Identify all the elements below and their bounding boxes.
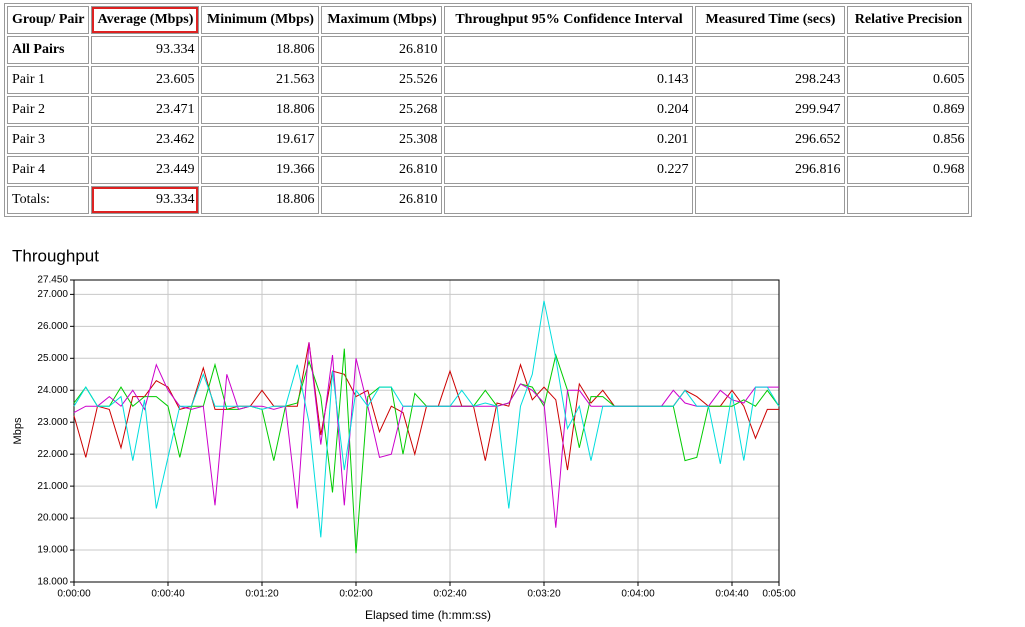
x-tick-label: 0:04:40 (715, 589, 749, 600)
chart-title: Throughput (12, 246, 99, 265)
x-tick-label: 0:00:40 (151, 589, 185, 600)
x-axis-label: Elapsed time (h:mm:ss) (365, 608, 491, 622)
y-tick-label: 18.000 (37, 577, 68, 588)
table-row: Totals: 93.334 18.806 26.810 (7, 186, 970, 214)
table-row: Pair 4 23.449 19.366 26.810 0.227 296.816 0.96… (7, 156, 970, 184)
column-header: Relative Precision (847, 6, 970, 34)
row-label: Pair 2 (7, 96, 90, 124)
y-tick-label: 24.000 (37, 385, 68, 396)
table-cell: 19.617 (201, 126, 320, 154)
column-header: Group/ Pair (7, 6, 90, 34)
y-tick-label: 25.000 (37, 353, 68, 364)
table-cell (695, 186, 846, 214)
table-cell (847, 186, 970, 214)
column-header: Minimum (Mbps) (201, 6, 320, 34)
table-cell: 26.810 (321, 36, 443, 64)
table-cell: 0.856 (847, 126, 970, 154)
table-cell: 93.334 (91, 186, 200, 214)
row-label: Pair 1 (7, 66, 90, 94)
table-cell: 23.449 (91, 156, 200, 184)
y-tick-label: 27.000 (37, 289, 68, 300)
y-tick-label: 19.000 (37, 545, 68, 556)
table-cell: 0.204 (444, 96, 694, 124)
row-label: All Pairs (7, 36, 90, 64)
table-cell: 0.201 (444, 126, 694, 154)
table-row: Pair 3 23.462 19.617 25.308 0.201 296.652 0.85… (7, 126, 970, 154)
column-header: Throughput 95% Confidence Interval (444, 6, 694, 34)
column-header: Average (Mbps) (91, 6, 200, 34)
table-row: Pair 1 23.605 21.563 25.526 0.143 298.243 0.60… (7, 66, 970, 94)
table-cell: 296.652 (695, 126, 846, 154)
table-cell: 0.605 (847, 66, 970, 94)
x-tick-label: 0:02:40 (433, 589, 467, 600)
table-cell: 26.810 (321, 186, 443, 214)
table-cell: 25.526 (321, 66, 443, 94)
table-cell: 0.869 (847, 96, 970, 124)
y-tick-label: 26.000 (37, 321, 68, 332)
x-tick-label: 0:01:20 (245, 589, 279, 600)
table-row: All Pairs 93.334 18.806 26.810 (7, 36, 970, 64)
table-cell: 23.471 (91, 96, 200, 124)
column-header: Maximum (Mbps) (321, 6, 443, 34)
table-cell (695, 36, 846, 64)
y-axis-label: Mbps (12, 417, 24, 444)
plot-border (73, 279, 780, 583)
x-tick-label: 0:00:00 (57, 589, 91, 600)
table-cell: 26.810 (321, 156, 443, 184)
table-cell: 299.947 (695, 96, 846, 124)
row-label: Pair 3 (7, 126, 90, 154)
table-cell: 18.806 (201, 186, 320, 214)
row-label: Pair 4 (7, 156, 90, 184)
table-cell: 23.605 (91, 66, 200, 94)
plot-area (73, 279, 780, 583)
table-cell: 0.968 (847, 156, 970, 184)
table-cell: 23.462 (91, 126, 200, 154)
table-cell: 25.308 (321, 126, 443, 154)
table-cell: 18.806 (201, 36, 320, 64)
results-table: Group/ Pair Average (Mbps) Minimum (Mbps) M… (4, 3, 973, 217)
x-tick-label: 0:04:00 (621, 589, 655, 600)
table-cell: 21.563 (201, 66, 320, 94)
y-tick-label: 21.000 (37, 481, 68, 492)
row-label: Totals: (7, 186, 90, 214)
table-cell: 0.143 (444, 66, 694, 94)
table-cell (847, 36, 970, 64)
x-tick-label: 0:05:00 (762, 589, 796, 600)
y-tick-label: 22.000 (37, 449, 68, 460)
y-tick-label: 23.000 (37, 417, 68, 428)
table-cell: 0.227 (444, 156, 694, 184)
table-cell (444, 36, 694, 64)
table-cell: 296.816 (695, 156, 846, 184)
table-cell: 298.243 (695, 66, 846, 94)
table-cell: 93.334 (91, 36, 200, 64)
table-row: Pair 2 23.471 18.806 25.268 0.204 299.947 0.86… (7, 96, 970, 124)
table-cell: 18.806 (201, 96, 320, 124)
y-tick-label: 27.450 (37, 275, 68, 286)
table-cell: 25.268 (321, 96, 443, 124)
column-header: Measured Time (secs) (695, 6, 846, 34)
y-tick-label: 20.000 (37, 513, 68, 524)
table-cell (444, 186, 694, 214)
x-tick-label: 0:02:00 (339, 589, 373, 600)
table-cell: 19.366 (201, 156, 320, 184)
x-tick-label: 0:03:20 (527, 589, 561, 600)
series-line (73, 300, 780, 538)
